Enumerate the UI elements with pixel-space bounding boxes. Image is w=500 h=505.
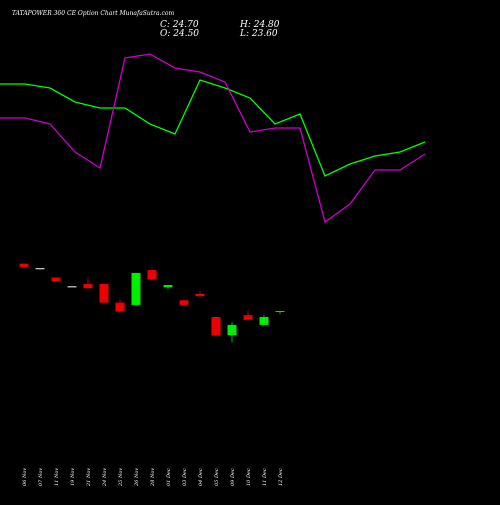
candle-body (83, 284, 93, 289)
candle (19, 263, 29, 267)
candle (211, 317, 221, 336)
candle (275, 310, 285, 315)
candle (243, 310, 253, 320)
candle (195, 291, 205, 297)
x-tick-label: 03 Dec (182, 468, 188, 486)
candle-body (195, 293, 205, 297)
candle-body (131, 272, 141, 305)
candle (51, 277, 61, 282)
x-tick-label: 21 Nov (86, 468, 92, 487)
candle (99, 284, 109, 303)
candle-body (163, 284, 173, 288)
candle-body (211, 317, 221, 336)
candle-body (179, 300, 189, 305)
candle (83, 278, 93, 289)
x-axis: 06 Nov 07 Nov 11 Nov 19 Nov 21 Nov 24 Nov 25 N… (22, 468, 284, 487)
x-tick-label: 07 Nov (38, 468, 44, 486)
x-tick-label: 01 Dec (166, 468, 172, 486)
candle-body (51, 277, 61, 282)
open-value: O: 24.50 (160, 29, 199, 39)
x-tick-label: 11 Nov (54, 468, 60, 486)
x-tick-label: 09 Dec (230, 468, 236, 486)
candle (131, 272, 141, 305)
x-tick-label: 11 Dec (262, 468, 268, 486)
candle (163, 284, 173, 290)
chart-title: TATAPOWER 360 CE Option Chart MunafaSutr… (12, 10, 175, 17)
candle (147, 268, 157, 280)
x-tick-label: 10 Dec (246, 468, 252, 486)
upper-indicator-line (0, 79, 426, 177)
x-tick-label: 28 Nov (150, 468, 156, 487)
low-value: L: 23.60 (239, 29, 278, 39)
candle-body (259, 317, 269, 325)
candle-body (115, 302, 125, 312)
candles (19, 263, 285, 343)
lower-indicator-line (0, 53, 426, 224)
x-tick-label: 04 Dec (198, 468, 204, 486)
candle-body (147, 270, 157, 280)
x-tick-label: 24 Nov (102, 468, 108, 487)
candle (115, 299, 125, 312)
candle (179, 299, 189, 305)
x-tick-label: 19 Nov (70, 468, 76, 486)
x-tick-label: 12 Dec (278, 468, 284, 486)
close-value: C: 24.70 (160, 20, 199, 30)
x-tick-label: 05 Dec (214, 468, 220, 486)
x-tick-label: 26 Nov (134, 468, 140, 487)
candle-body (227, 324, 237, 336)
x-tick-label: 25 Nov (118, 468, 124, 487)
candle-body (243, 315, 253, 320)
x-tick-label: 06 Nov (22, 468, 28, 486)
candle-body (275, 310, 285, 312)
candle (259, 315, 269, 325)
candle-body (19, 263, 29, 267)
candle (227, 322, 237, 343)
candle-body (99, 284, 109, 303)
high-value: H: 24.80 (239, 20, 280, 30)
indicator-lines (0, 53, 426, 224)
